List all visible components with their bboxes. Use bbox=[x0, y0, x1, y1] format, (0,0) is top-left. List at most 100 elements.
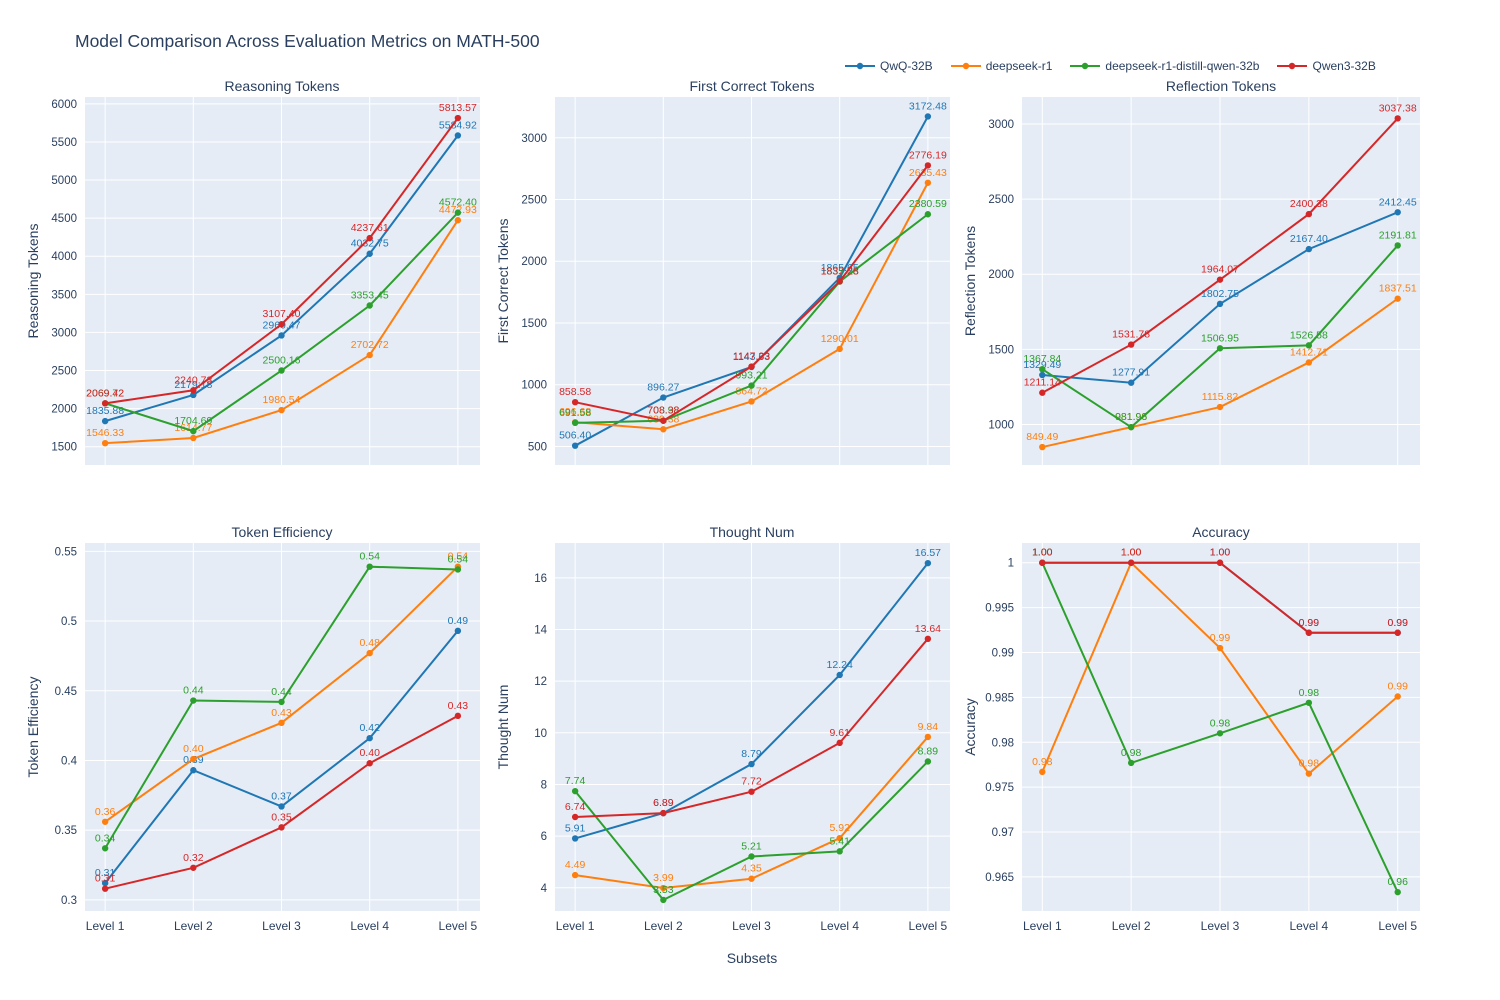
data-point[interactable] bbox=[190, 387, 197, 394]
data-point[interactable] bbox=[660, 417, 667, 424]
data-point[interactable] bbox=[366, 563, 373, 570]
data-point[interactable] bbox=[1039, 371, 1046, 379]
data-point[interactable] bbox=[190, 434, 197, 442]
data-point[interactable] bbox=[571, 442, 579, 449]
data-point[interactable] bbox=[278, 719, 285, 727]
data-point[interactable] bbox=[748, 875, 755, 882]
data-point[interactable] bbox=[454, 209, 462, 216]
data-point[interactable] bbox=[660, 896, 667, 904]
data-point[interactable] bbox=[1127, 759, 1135, 767]
data-point[interactable] bbox=[1305, 359, 1313, 366]
data-point[interactable] bbox=[1216, 345, 1224, 352]
data-point[interactable] bbox=[748, 382, 755, 389]
data-point[interactable] bbox=[101, 400, 109, 407]
data-point[interactable] bbox=[571, 835, 579, 842]
data-point[interactable] bbox=[1394, 115, 1401, 122]
data-point[interactable] bbox=[924, 162, 932, 169]
data-point[interactable] bbox=[278, 406, 285, 414]
data-point[interactable] bbox=[1039, 443, 1046, 451]
data-point[interactable] bbox=[190, 391, 197, 399]
data-point[interactable] bbox=[101, 845, 109, 852]
data-point[interactable] bbox=[660, 884, 667, 892]
data-point[interactable] bbox=[101, 818, 109, 825]
data-point[interactable] bbox=[1216, 276, 1224, 283]
data-point[interactable] bbox=[924, 211, 932, 218]
data-point[interactable] bbox=[101, 885, 109, 892]
data-point[interactable] bbox=[1127, 559, 1135, 566]
data-point[interactable] bbox=[278, 698, 285, 706]
legend-item-qwq-32b[interactable]: QwQ-32B bbox=[845, 59, 933, 73]
data-point[interactable] bbox=[1039, 389, 1046, 396]
legend-item-deepseek-r1-distill-qwen-32b[interactable]: deepseek-r1-distill-qwen-32b bbox=[1070, 59, 1259, 73]
data-point[interactable] bbox=[1305, 342, 1313, 349]
data-point[interactable] bbox=[660, 394, 667, 401]
legend-item-deepseek-r1[interactable]: deepseek-r1 bbox=[950, 59, 1052, 73]
data-point[interactable] bbox=[1039, 559, 1046, 566]
data-point[interactable] bbox=[366, 302, 373, 309]
data-point[interactable] bbox=[101, 439, 109, 447]
data-point[interactable] bbox=[1394, 629, 1401, 636]
data-point[interactable] bbox=[454, 566, 462, 573]
data-point[interactable] bbox=[1305, 245, 1313, 253]
data-point[interactable] bbox=[366, 351, 373, 359]
data-point[interactable] bbox=[1305, 210, 1313, 218]
data-point[interactable] bbox=[278, 321, 285, 328]
data-point[interactable] bbox=[1216, 559, 1224, 566]
data-point[interactable] bbox=[366, 250, 373, 257]
data-point[interactable] bbox=[1127, 341, 1135, 348]
data-point[interactable] bbox=[1305, 770, 1313, 777]
data-point[interactable] bbox=[924, 758, 932, 765]
data-point[interactable] bbox=[924, 179, 932, 186]
data-point[interactable] bbox=[278, 367, 285, 374]
data-point[interactable] bbox=[924, 559, 932, 567]
data-point[interactable] bbox=[748, 788, 755, 795]
data-point[interactable] bbox=[366, 760, 373, 767]
data-point[interactable] bbox=[190, 697, 197, 704]
data-point[interactable] bbox=[748, 853, 755, 860]
data-point[interactable] bbox=[454, 132, 462, 139]
data-point[interactable] bbox=[454, 217, 462, 224]
data-point[interactable] bbox=[571, 871, 579, 879]
data-point[interactable] bbox=[1216, 403, 1224, 411]
data-point[interactable] bbox=[366, 234, 373, 242]
data-point[interactable] bbox=[748, 398, 755, 405]
data-point[interactable] bbox=[101, 879, 109, 887]
data-point[interactable] bbox=[836, 848, 843, 855]
data-point[interactable] bbox=[924, 113, 932, 120]
data-point[interactable] bbox=[924, 733, 932, 741]
data-point[interactable] bbox=[278, 803, 285, 810]
data-point[interactable] bbox=[836, 671, 843, 679]
data-point[interactable] bbox=[278, 332, 285, 339]
data-point[interactable] bbox=[660, 426, 667, 433]
data-point[interactable] bbox=[1127, 379, 1135, 386]
data-point[interactable] bbox=[1216, 300, 1224, 308]
data-point[interactable] bbox=[1394, 295, 1401, 302]
data-point[interactable] bbox=[1216, 730, 1224, 737]
data-point[interactable] bbox=[836, 739, 843, 747]
data-point[interactable] bbox=[454, 114, 462, 122]
data-point[interactable] bbox=[454, 627, 462, 635]
data-point[interactable] bbox=[1305, 629, 1313, 636]
data-point[interactable] bbox=[660, 809, 667, 817]
legend-item-qwen3-32b[interactable]: Qwen3-32B bbox=[1277, 59, 1376, 73]
data-point[interactable] bbox=[836, 345, 843, 353]
data-point[interactable] bbox=[1216, 644, 1224, 652]
data-point[interactable] bbox=[571, 813, 579, 821]
data-point[interactable] bbox=[748, 760, 755, 768]
data-point[interactable] bbox=[1394, 693, 1401, 700]
data-point[interactable] bbox=[836, 278, 843, 285]
data-point[interactable] bbox=[1039, 365, 1046, 373]
data-point[interactable] bbox=[1394, 209, 1401, 216]
data-point[interactable] bbox=[190, 755, 197, 763]
data-point[interactable] bbox=[571, 419, 579, 427]
data-point[interactable] bbox=[1127, 423, 1135, 431]
data-point[interactable] bbox=[190, 427, 197, 435]
data-point[interactable] bbox=[748, 363, 755, 370]
data-point[interactable] bbox=[366, 649, 373, 657]
data-point[interactable] bbox=[1039, 768, 1046, 776]
data-point[interactable] bbox=[190, 767, 197, 774]
data-point[interactable] bbox=[1305, 699, 1313, 706]
data-point[interactable] bbox=[366, 734, 373, 742]
data-point[interactable] bbox=[571, 787, 579, 795]
data-point[interactable] bbox=[836, 834, 843, 842]
